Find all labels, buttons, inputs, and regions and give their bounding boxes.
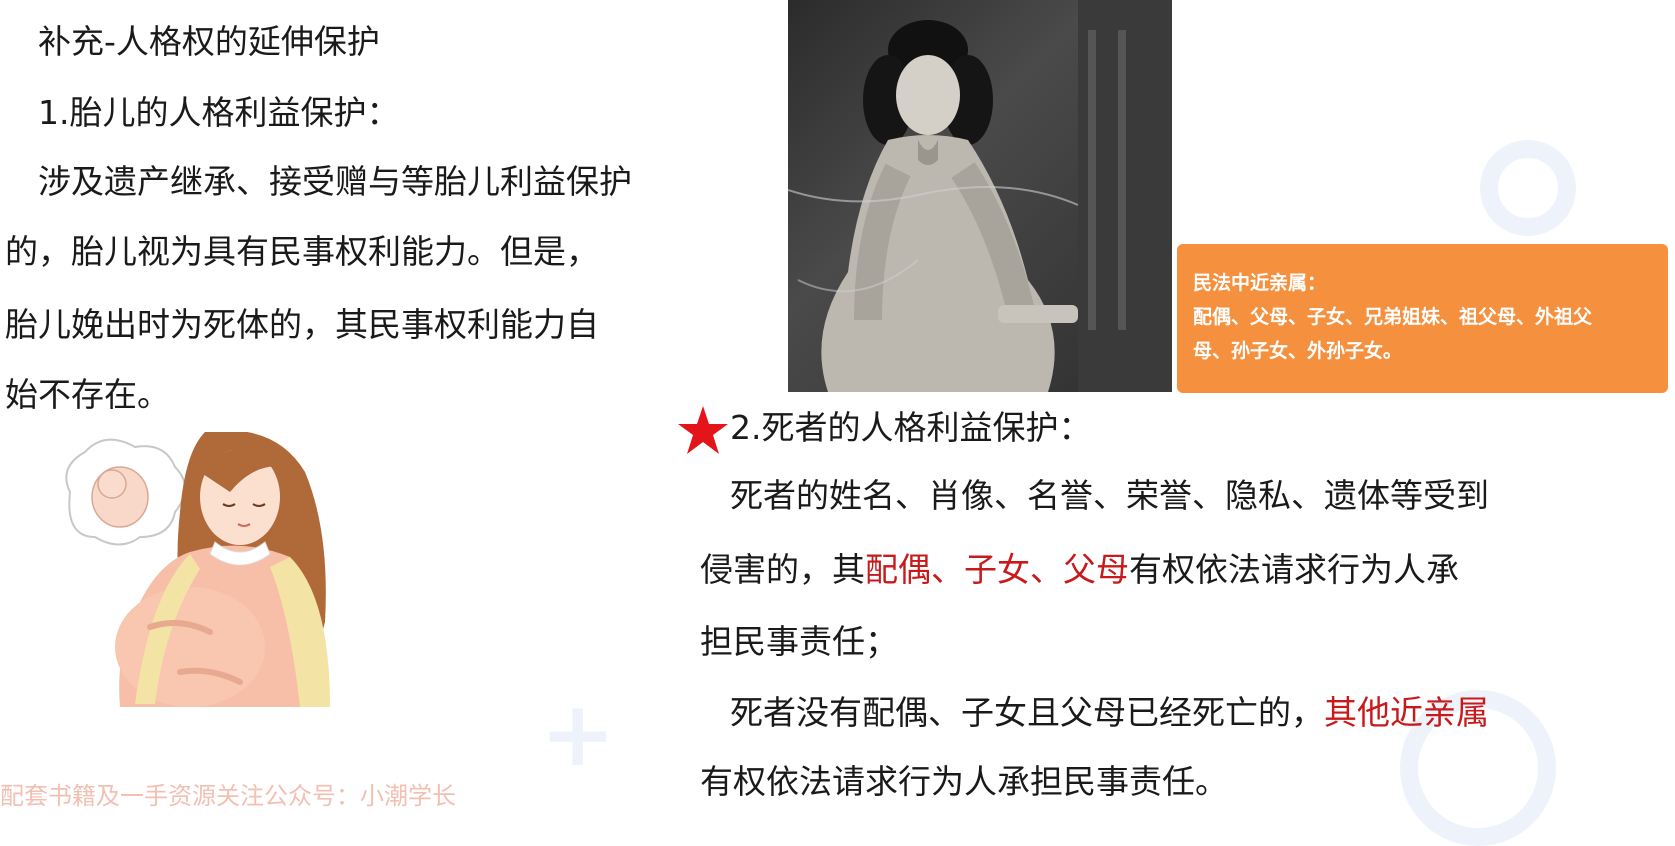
paragraph-line: 始不存在。 [5, 375, 170, 414]
text-span: 侵害的，其 [700, 550, 865, 589]
historical-portrait-photo [788, 0, 1172, 392]
paragraph-line: 涉及遗产继承、接受赠与等胎儿利益保护 [38, 162, 632, 201]
callout-line: 母、孙子女、外孙子女。 [1193, 340, 1403, 362]
paragraph-line: 的，胎儿视为具有民事权利能力。但是， [5, 232, 599, 271]
callout-title: 民法中近亲属： [1193, 272, 1327, 294]
text-span: 死者没有配偶、子女且父母已经死亡的， [730, 693, 1324, 732]
paragraph-line: 担民事责任； [700, 622, 898, 661]
subsection-heading: 1.胎儿的人格利益保护： [38, 93, 400, 132]
paragraph-line: 有权依法请求行为人承担民事责任。 [700, 762, 1228, 801]
highlighted-text: 其他近亲属 [1324, 693, 1489, 732]
decorative-plus: + [540, 682, 616, 787]
pregnant-mother-illustration [65, 432, 331, 707]
paragraph-line: 侵害的，其配偶、子女、父母有权依法请求行为人承 [700, 550, 1459, 590]
text-span: 有权依法请求行为人承 [1129, 550, 1459, 589]
decorative-ring [1480, 140, 1576, 236]
paragraph-line: 胎儿娩出时为死体的，其民事权利能力自 [5, 305, 599, 344]
watermark-text: 配套书籍及一手资源关注公众号：小潮学长 [0, 782, 456, 810]
star-icon [678, 406, 728, 454]
paragraph-line: 死者没有配偶、子女且父母已经死亡的，其他近亲属 [730, 693, 1489, 733]
callout-line: 配偶、父母、子女、兄弟姐妹、祖父母、外祖父 [1193, 306, 1593, 328]
close-relatives-callout: 民法中近亲属： 配偶、父母、子女、兄弟姐妹、祖父母、外祖父 母、孙子女、外孙子女… [1177, 244, 1668, 393]
subsection-heading: 2.死者的人格利益保护： [730, 408, 1092, 447]
paragraph-line: 死者的姓名、肖像、名誉、荣誉、隐私、遗体等受到 [730, 476, 1489, 515]
section-title: 补充-人格权的延伸保护 [38, 22, 380, 61]
highlighted-text: 配偶、子女、父母 [865, 550, 1129, 589]
